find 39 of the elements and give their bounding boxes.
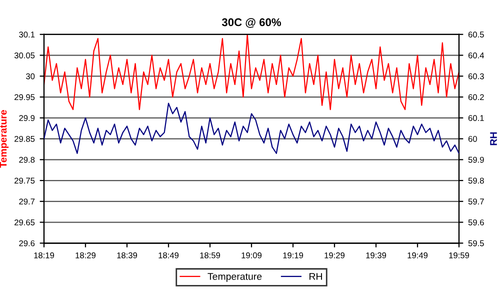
y2-tick-label: 59.5 [468, 240, 484, 246]
y2-tick-label: 59.6 [468, 219, 484, 226]
x-tick-label: 19:09 [242, 252, 262, 258]
y2-tick-label: 60.4 [468, 52, 484, 58]
y-tick-label: 29.6 [19, 240, 35, 246]
y-tick-label: 29.95 [14, 94, 35, 100]
x-tick-label: 19:19 [283, 252, 304, 258]
x-tick-label: 18:49 [158, 252, 179, 258]
y-tick-label: 29.8 [19, 156, 35, 163]
line-series [44, 102, 459, 154]
y-tick-label: 29.75 [14, 178, 35, 184]
legend-label: Temperature [208, 273, 262, 282]
y-tick-label: 30.05 [14, 52, 35, 58]
x-tick-label: 19:29 [324, 252, 345, 258]
x-tick-label: 18:29 [76, 252, 96, 258]
y2-axis-title: RH [490, 132, 497, 146]
y-tick-label: 29.85 [14, 136, 35, 142]
x-tick-label: 19:59 [449, 252, 470, 258]
x-tick-label: 19:49 [408, 252, 428, 258]
x-tick-label: 18:19 [34, 252, 54, 258]
legend-label: RH [310, 273, 322, 280]
y2-tick-label: 59.9 [468, 156, 484, 163]
chart-title: 30C @ 60% [222, 18, 282, 28]
y-tick-label: 30.1 [19, 32, 35, 38]
y2-tick-label: 60.3 [468, 73, 484, 80]
y2-tick-label: 59.8 [468, 178, 484, 184]
x-tick-label: 19:39 [366, 252, 386, 258]
y2-tick-label: 59.7 [468, 198, 484, 204]
y2-tick-label: 60.1 [468, 115, 484, 121]
y-tick-label: 29.65 [14, 219, 35, 226]
y-tick-label: 30 [26, 73, 35, 80]
y2-tick-label: 60 [468, 136, 477, 142]
y2-tick-label: 60.5 [468, 32, 484, 38]
y-axis-title: Temperature [0, 110, 9, 168]
y2-tick-label: 60.2 [468, 94, 484, 100]
y-tick-label: 29.7 [19, 198, 35, 204]
y-tick-label: 29.9 [19, 115, 35, 121]
x-tick-label: 18:39 [117, 252, 138, 258]
x-tick-label: 18:59 [200, 252, 220, 258]
